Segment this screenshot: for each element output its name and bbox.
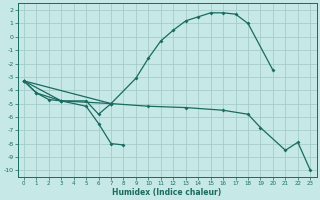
X-axis label: Humidex (Indice chaleur): Humidex (Indice chaleur) [112, 188, 222, 197]
